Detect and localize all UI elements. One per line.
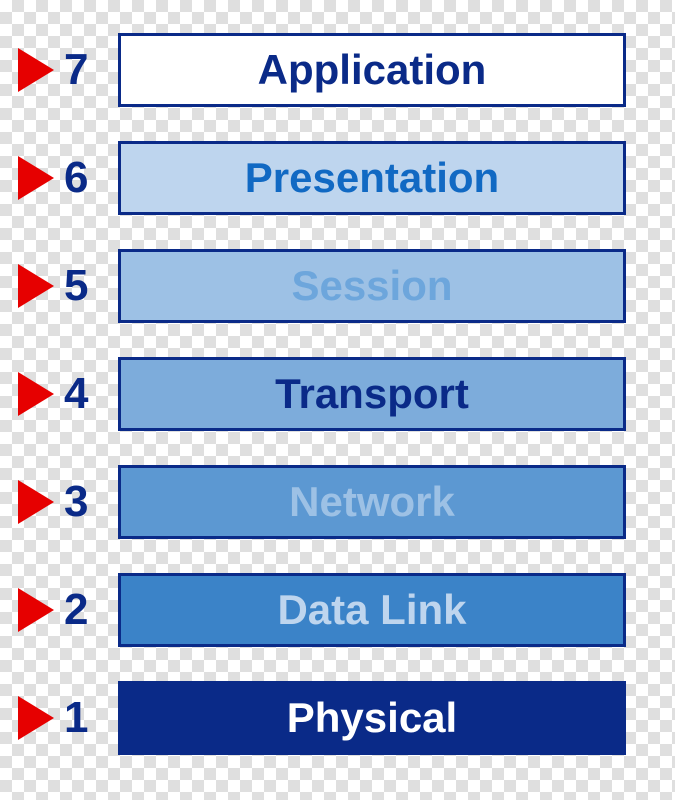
layer-row: 2 Data Link xyxy=(18,568,675,652)
layer-box-network: Network xyxy=(118,465,626,539)
layer-number: 3 xyxy=(64,477,108,527)
layer-label: Presentation xyxy=(245,154,499,202)
layer-box-transport: Transport xyxy=(118,357,626,431)
layer-label: Transport xyxy=(275,370,469,418)
layer-number: 4 xyxy=(64,369,108,419)
layer-row: 7 Application xyxy=(18,28,675,112)
layer-box-application: Application xyxy=(118,33,626,107)
layer-number: 1 xyxy=(64,693,108,743)
layer-row: 1 Physical xyxy=(18,676,675,760)
layer-row: 6 Presentation xyxy=(18,136,675,220)
arrow-icon xyxy=(18,372,54,416)
layer-number: 5 xyxy=(64,261,108,311)
layer-box-presentation: Presentation xyxy=(118,141,626,215)
layer-row: 5 Session xyxy=(18,244,675,328)
layer-number: 7 xyxy=(64,45,108,95)
layer-box-datalink: Data Link xyxy=(118,573,626,647)
layer-row: 4 Transport xyxy=(18,352,675,436)
arrow-icon xyxy=(18,588,54,632)
arrow-icon xyxy=(18,696,54,740)
layer-row: 3 Network xyxy=(18,460,675,544)
layer-number: 6 xyxy=(64,153,108,203)
layer-box-session: Session xyxy=(118,249,626,323)
layer-number: 2 xyxy=(64,585,108,635)
arrow-icon xyxy=(18,480,54,524)
layer-label: Session xyxy=(291,262,452,310)
layer-label: Application xyxy=(258,46,487,94)
arrow-icon xyxy=(18,156,54,200)
layer-label: Data Link xyxy=(277,586,466,634)
layer-label: Physical xyxy=(287,694,457,742)
arrow-icon xyxy=(18,48,54,92)
layer-label: Network xyxy=(289,478,455,526)
osi-layer-stack: 7 Application 6 Presentation 5 Session 4… xyxy=(0,0,675,760)
layer-box-physical: Physical xyxy=(118,681,626,755)
arrow-icon xyxy=(18,264,54,308)
